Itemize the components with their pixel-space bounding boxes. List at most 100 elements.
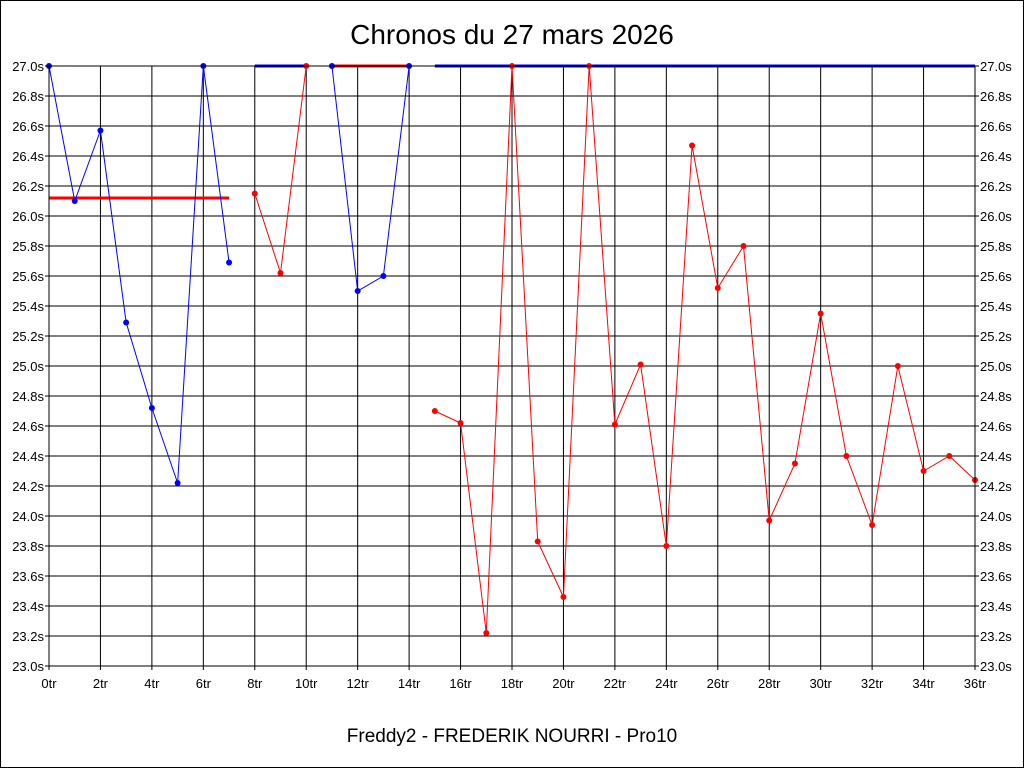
x-tick-label: 30tr [809, 676, 832, 691]
y-tick-label-left: 24.6s [12, 419, 44, 434]
y-tick-label-right: 23.2s [980, 629, 1012, 644]
y-tick-label-right: 26.2s [980, 179, 1012, 194]
y-tick-label-right: 23.0s [980, 659, 1012, 674]
data-point [457, 420, 464, 426]
y-tick-label-left: 25.0s [12, 359, 44, 374]
data-point [689, 142, 696, 149]
y-tick-label-left: 26.4s [12, 149, 44, 164]
data-point [894, 363, 901, 369]
y-tick-label-left: 25.8s [12, 239, 44, 254]
y-tick-label-left: 26.2s [12, 179, 44, 194]
y-tick-label-right: 25.4s [980, 299, 1012, 314]
data-point [663, 543, 670, 549]
data-point [354, 288, 361, 294]
data-point [148, 405, 155, 411]
series-line [331, 65, 410, 292]
y-tick-label-left: 23.0s [12, 659, 44, 674]
y-tick-label-right: 23.8s [980, 539, 1012, 554]
series-line [48, 65, 230, 484]
y-tick-label-right: 23.6s [980, 569, 1012, 584]
x-tick-label: 22tr [604, 676, 627, 691]
data-point [123, 319, 130, 326]
y-tick-label-right: 24.8s [980, 389, 1012, 404]
data-point [869, 522, 876, 528]
x-tick-label: 20tr [552, 676, 575, 691]
y-tick-label-right: 24.2s [980, 479, 1012, 494]
chart-title: Chronos du 27 mars 2026 [350, 19, 674, 50]
data-point [946, 453, 953, 459]
y-tick-label-right: 25.6s [980, 269, 1012, 284]
y-tick-label-right: 26.0s [980, 209, 1012, 224]
y-tick-label-left: 25.2s [12, 329, 44, 344]
y-tick-label-right: 23.4s [980, 599, 1012, 614]
data-point [611, 421, 618, 428]
data-point [637, 361, 644, 368]
data-point [920, 468, 927, 474]
x-tick-label: 36tr [964, 676, 987, 691]
y-tick-label-left: 24.4s [12, 449, 44, 464]
data-point [483, 630, 490, 636]
series-line [434, 65, 976, 634]
grid [48, 65, 976, 667]
x-tick-label: 12tr [346, 676, 369, 691]
y-tick-label-right: 26.6s [980, 119, 1012, 134]
data-point [97, 127, 104, 134]
y-tick-label-left: 24.2s [12, 479, 44, 494]
data-point [534, 538, 541, 545]
y-tick-label-right: 24.6s [980, 419, 1012, 434]
y-tick-label-left: 26.8s [12, 89, 44, 104]
y-tick-label-left: 27.0s [12, 59, 44, 74]
x-tick-label: 18tr [501, 676, 524, 691]
y-tick-label-left: 23.8s [12, 539, 44, 554]
y-tick-label-right: 24.0s [980, 509, 1012, 524]
x-tick-label: 14tr [398, 676, 421, 691]
y-tick-label-right: 25.8s [980, 239, 1012, 254]
x-tick-label: 16tr [449, 676, 472, 691]
data-point [380, 273, 387, 279]
y-tick-label-left: 25.4s [12, 299, 44, 314]
y-tick-label-left: 25.6s [12, 269, 44, 284]
data-point [791, 460, 798, 467]
y-tick-label-left: 23.4s [12, 599, 44, 614]
data-point [174, 480, 181, 486]
data-point [714, 285, 721, 291]
data-point [277, 270, 284, 276]
x-tick-label: 28tr [758, 676, 781, 691]
data-point [740, 243, 747, 249]
y-tick-label-left: 24.0s [12, 509, 44, 524]
y-tick-label-right: 26.4s [980, 149, 1012, 164]
x-tick-label: 26tr [707, 676, 730, 691]
data-point [843, 453, 850, 459]
data-point [766, 517, 773, 524]
y-tick-label-right: 27.0s [980, 59, 1012, 74]
x-tick-label: 32tr [861, 676, 884, 691]
data-point [817, 310, 824, 317]
y-tick-label-left: 26.0s [12, 209, 44, 224]
series-layer [46, 63, 978, 636]
y-tick-label-left: 23.2s [12, 629, 44, 644]
x-tick-label: 0tr [41, 676, 57, 691]
y-tick-label-right: 24.4s [980, 449, 1012, 464]
x-tick-label: 10tr [295, 676, 318, 691]
data-point [71, 198, 78, 204]
chart-footer: Freddy2 - FREDERIK NOURRI - Pro10 [347, 726, 677, 747]
x-tick-label: 4tr [144, 676, 160, 691]
data-point [431, 408, 438, 414]
data-point [560, 594, 567, 600]
axes: 0tr 2tr 4tr 6tr 8tr 10tr 12tr 14tr 16tr 18tr 20tr 2… [12, 59, 1012, 691]
y-tick-label-right: 25.0s [980, 359, 1012, 374]
x-tick-label: 24tr [655, 676, 678, 691]
x-tick-label: 2tr [93, 676, 109, 691]
y-tick-label-right: 25.2s [980, 329, 1012, 344]
y-tick-label-left: 24.8s [12, 389, 44, 404]
y-tick-label-left: 26.6s [12, 119, 44, 134]
data-point [226, 259, 233, 266]
series-line [254, 65, 307, 274]
data-point [251, 190, 258, 197]
x-tick-label: 8tr [247, 676, 263, 691]
x-tick-label: 34tr [912, 676, 935, 691]
y-tick-label-left: 23.6s [12, 569, 44, 584]
plot-border [48, 65, 976, 667]
y-tick-label-right: 26.8s [980, 89, 1012, 104]
